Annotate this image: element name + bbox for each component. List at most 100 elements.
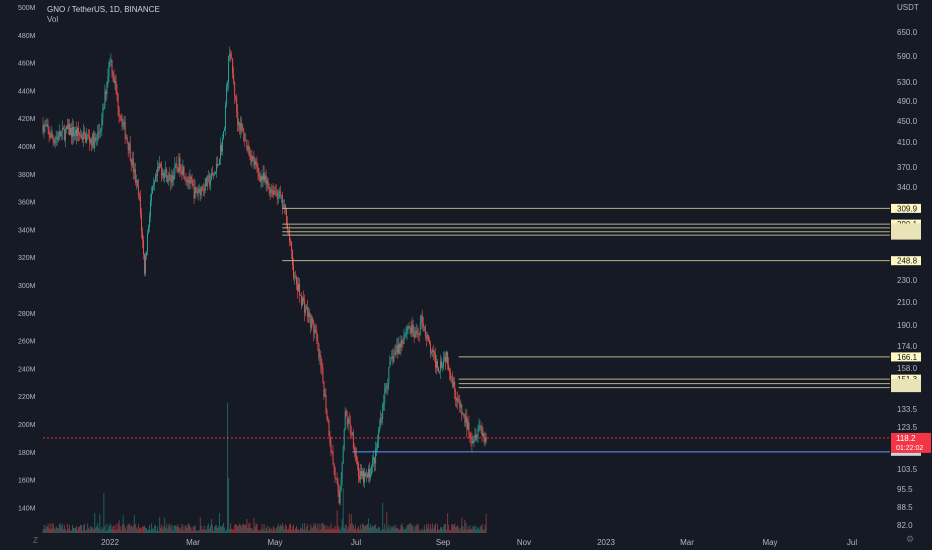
volume-bar: [310, 524, 312, 533]
candle: [401, 335, 403, 352]
candle: [407, 325, 409, 334]
volume-bar: [271, 530, 273, 533]
volume-bar: [218, 526, 219, 533]
volume-bar: [356, 528, 358, 533]
volume-bar: [409, 523, 411, 533]
volume-bar: [452, 524, 454, 533]
volume-bar: [127, 524, 129, 533]
volume-bar: [406, 525, 408, 533]
candle: [45, 119, 47, 127]
candle: [456, 397, 458, 408]
candle: [212, 173, 214, 180]
volume-bar: [246, 518, 248, 533]
timezone-icon[interactable]: Z: [33, 536, 38, 545]
volume-bar: [393, 525, 395, 533]
volume-bar: [75, 527, 76, 533]
volume-bar: [178, 527, 180, 533]
volume-bar: [408, 523, 410, 533]
volume-bar: [49, 523, 51, 533]
volume-bar: [454, 523, 456, 533]
candle: [87, 133, 89, 140]
volume-bar: [198, 530, 200, 533]
candle: [54, 135, 56, 149]
volume-bar: [165, 527, 167, 533]
candle: [454, 376, 456, 400]
candle: [467, 418, 469, 431]
volume-bar: [358, 529, 360, 533]
volume-bar: [42, 529, 44, 533]
candle: [327, 415, 329, 423]
candle: [411, 317, 413, 337]
candle: [415, 323, 417, 338]
price-tick-label: 450.0: [897, 117, 918, 126]
candle: [398, 336, 400, 355]
price-tick-label: 490.0: [897, 97, 918, 106]
candle: [414, 327, 416, 339]
candle: [75, 126, 76, 141]
volume-bar: [156, 530, 158, 533]
candle: [282, 199, 284, 210]
volume-bar: [100, 530, 102, 533]
volume-bar: [451, 524, 453, 533]
candle: [133, 162, 135, 180]
price-tick-label: 133.5: [897, 405, 918, 414]
candle: [261, 175, 263, 188]
volume-bar: [455, 526, 457, 533]
volume-label[interactable]: Vol: [47, 15, 59, 24]
candle: [235, 95, 237, 102]
volume-bar: [232, 529, 234, 533]
volume-tick-label: 300M: [18, 283, 36, 290]
symbol-title[interactable]: GNO / TetherUS, 1D, BINANCE: [47, 5, 160, 14]
candle: [315, 323, 317, 334]
volume-bar: [430, 528, 432, 533]
candle: [85, 132, 87, 144]
candle: [259, 172, 261, 183]
candle: [50, 125, 52, 139]
volume-bar: [436, 530, 437, 533]
volume-bar: [307, 523, 309, 533]
volume-bar: [349, 523, 351, 533]
price-tick-label: 190.0: [897, 321, 918, 330]
candle: [88, 129, 90, 140]
volume-bar: [437, 524, 438, 533]
candle: [227, 80, 229, 92]
volume-tick-label: 400M: [18, 144, 36, 151]
candle: [369, 462, 371, 484]
volume-bar: [128, 523, 130, 533]
candle: [303, 290, 305, 304]
volume-bar: [331, 529, 333, 533]
candle: [160, 162, 162, 168]
volume-bar: [313, 523, 315, 533]
candle: [304, 294, 306, 322]
gear-icon[interactable]: ⚙: [906, 534, 915, 544]
volume-bar: [63, 525, 65, 533]
volume-bar: [315, 523, 317, 533]
volume-bar: [431, 523, 433, 533]
volume-bar: [244, 525, 246, 533]
volume-tick-label: 360M: [18, 200, 36, 207]
volume-bar: [189, 526, 191, 533]
volume-tick-label: 220M: [18, 394, 36, 401]
volume-bar: [428, 529, 430, 533]
time-tick-label: Jul: [847, 538, 857, 547]
volume-bar: [410, 523, 412, 533]
volume-bar: [248, 523, 250, 533]
candle: [449, 367, 451, 381]
current-price-tag: [891, 432, 931, 453]
candle: [158, 162, 160, 172]
candle: [286, 215, 288, 234]
volume-bar: [312, 527, 314, 533]
volume-bar: [215, 525, 217, 533]
candle: [473, 435, 475, 448]
volume-bar: [255, 523, 257, 533]
volume-bar: [278, 527, 280, 533]
candle: [222, 133, 223, 156]
candle: [350, 425, 352, 437]
volume-bar: [220, 526, 221, 533]
candle: [152, 185, 154, 195]
candle: [223, 130, 224, 140]
volume-bar: [467, 526, 469, 533]
candle: [139, 190, 141, 219]
volume-bar: [426, 527, 428, 533]
